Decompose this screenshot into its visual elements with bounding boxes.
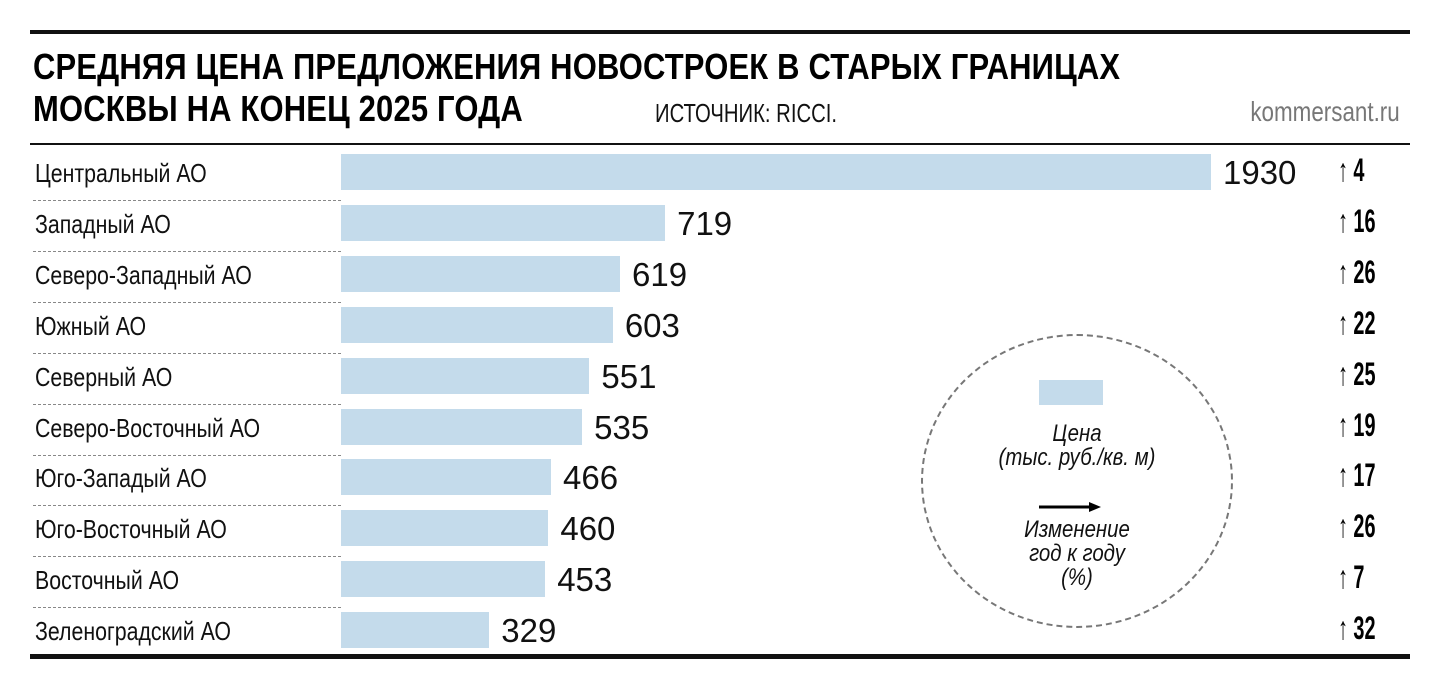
price-value: 535 [594, 408, 650, 446]
table-row: Восточный АО 453 ↑ 7 [30, 559, 1410, 610]
price-value: 329 [501, 612, 557, 650]
price-bar [341, 204, 666, 241]
district-label: Северный АО [35, 361, 173, 392]
top-rule [30, 30, 1410, 34]
change-value: ↑ 26 [1338, 508, 1376, 545]
price-bar [341, 510, 549, 547]
district-label: Северо-Западный АО [35, 259, 252, 290]
change-value: ↑ 26 [1338, 253, 1376, 290]
price-bar [341, 255, 621, 292]
price-bar [341, 612, 490, 649]
header-rule [30, 143, 1410, 145]
table-row: Южный АО 603 ↑ 22 [30, 305, 1410, 356]
district-label: Центральный АО [35, 158, 207, 188]
bottom-rule [30, 654, 1410, 659]
district-label: Юго-Западый АО [35, 463, 207, 494]
legend-price-label: Цена [1052, 420, 1102, 447]
legend-change-label2: год к году [1029, 540, 1125, 567]
price-bar [341, 408, 583, 445]
legend-circle: Цена (тыс. руб./кв. м) Изменение год к г… [921, 334, 1233, 628]
table-row: Северо-Восточный АО 535 ↑ 19 [30, 407, 1410, 458]
table-row: Зеленоградский АО 329 ↑ 32 [30, 610, 1410, 661]
price-value: 719 [677, 204, 733, 242]
legend-arrow-icon [1039, 502, 1101, 512]
chart-title-line2: МОСКВЫ НА КОНЕЦ 2025 ГОДА [33, 88, 523, 129]
change-value: ↑ 25 [1338, 355, 1376, 392]
row-separator [33, 607, 341, 609]
row-separator [33, 200, 341, 201]
price-value: 603 [624, 306, 680, 344]
change-value: ↑ 22 [1338, 304, 1376, 341]
district-label: Юго-Восточный АО [35, 514, 227, 545]
district-label: Южный АО [35, 310, 147, 341]
change-value: ↑ 16 [1338, 202, 1376, 239]
price-value: 453 [557, 561, 613, 599]
row-separator [33, 454, 341, 456]
table-row: Юго-Западый АО 466 ↑ 17 [30, 457, 1410, 508]
legend-change-label: Изменение [1024, 516, 1130, 543]
source-note: ИСТОЧНИК: RICCI. [655, 98, 838, 128]
table-row: Центральный АО 1930 ↑ 4 [30, 152, 1410, 203]
site-credit: kommersant.ru [1250, 96, 1400, 127]
price-bar [341, 561, 546, 598]
price-value: 466 [563, 459, 619, 497]
legend-price-swatch [1039, 380, 1103, 405]
price-value: 551 [601, 357, 657, 395]
row-separator [33, 352, 341, 354]
table-row: Северный АО 551 ↑ 25 [30, 356, 1410, 407]
row-separator [33, 250, 341, 252]
table-row: Юго-Восточный АО 460 ↑ 26 [30, 508, 1410, 559]
table-row: Западный АО 719 ↑ 16 [30, 203, 1410, 254]
price-bar [341, 459, 552, 496]
chart-title-line1: СРЕДНЯЯ ЦЕНА ПРЕДЛОЖЕНИЯ НОВОСТРОЕК В СТ… [33, 46, 1121, 87]
district-label: Западный АО [35, 208, 171, 239]
price-value: 460 [560, 510, 616, 548]
price-value: 1930 [1223, 154, 1297, 191]
district-label: Зеленоградский АО [35, 616, 231, 647]
price-bar [341, 306, 613, 343]
change-value: ↑ 32 [1338, 610, 1376, 647]
price-bar [341, 154, 1211, 190]
change-value: ↑ 17 [1338, 457, 1376, 494]
price-bar [341, 357, 590, 394]
change-value: ↑ 7 [1338, 559, 1365, 596]
change-value: ↑ 4 [1338, 152, 1365, 188]
row-separator [33, 403, 341, 405]
legend-price-unit: (тыс. руб./кв. м) [998, 444, 1156, 471]
row-separator [33, 505, 341, 507]
change-value: ↑ 19 [1338, 406, 1376, 443]
row-separator [33, 301, 341, 303]
price-value: 619 [632, 255, 688, 293]
row-separator [33, 556, 341, 558]
district-label: Восточный АО [35, 565, 180, 596]
table-row: Северо-Западный АО 619 ↑ 26 [30, 254, 1410, 305]
district-label: Северо-Восточный АО [35, 412, 261, 443]
legend-change-unit: (%) [1061, 564, 1093, 591]
